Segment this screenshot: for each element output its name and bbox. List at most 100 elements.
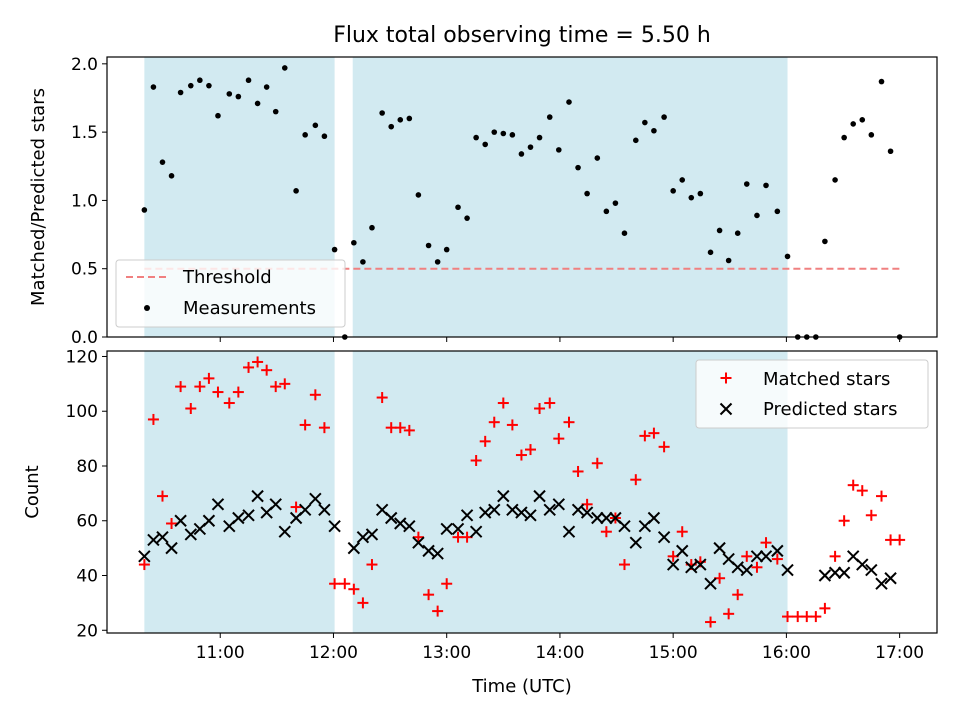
matched-star-marker bbox=[648, 427, 660, 439]
measurement-point bbox=[878, 78, 885, 85]
matched-star-marker bbox=[394, 422, 406, 434]
x-stroke-b bbox=[580, 506, 594, 519]
legend-measurements-dot bbox=[144, 305, 150, 311]
matched-star-marker bbox=[515, 449, 527, 461]
x-stroke-b bbox=[375, 503, 389, 517]
legend-matched-plus bbox=[720, 372, 732, 384]
matched-star-marker bbox=[856, 485, 868, 497]
x-stroke-b bbox=[666, 558, 680, 571]
x-stroke-b bbox=[298, 503, 312, 517]
bottom-y-tick-label: 100 bbox=[66, 402, 98, 422]
x-stroke-b bbox=[232, 511, 245, 525]
matched-star-markers bbox=[138, 356, 906, 628]
matched-star-marker bbox=[760, 537, 772, 549]
predicted-star-marker bbox=[781, 563, 794, 577]
x-stroke-b bbox=[318, 503, 331, 517]
x-tick-label: 11:00 bbox=[196, 643, 245, 663]
x-axis-label: Time (UTC) bbox=[471, 676, 572, 697]
bottom-legend-box bbox=[695, 359, 929, 429]
matched-star-marker bbox=[534, 402, 546, 414]
matched-star-marker bbox=[366, 559, 378, 571]
predicted-star-marker bbox=[685, 561, 698, 574]
matched-star-marker bbox=[819, 602, 831, 614]
matched-star-marker bbox=[441, 578, 453, 590]
measurement-point bbox=[281, 65, 288, 71]
measurement-point bbox=[245, 77, 252, 84]
legend-predicted-label: Predicted stars bbox=[763, 399, 897, 420]
measurement-point bbox=[575, 164, 581, 171]
matched-star-marker bbox=[488, 416, 500, 428]
legend-measurements-label: Measurements bbox=[183, 298, 316, 319]
measurement-point bbox=[725, 257, 732, 264]
x-stroke-b bbox=[600, 511, 613, 525]
measurement-point bbox=[841, 134, 847, 141]
predicted-star-marker bbox=[552, 498, 566, 511]
x-stroke-b bbox=[713, 541, 726, 555]
predicted-star-marker bbox=[138, 550, 151, 563]
x-stroke-b bbox=[356, 530, 370, 544]
x-stroke-b bbox=[385, 511, 398, 525]
matched-star-marker bbox=[423, 589, 435, 601]
measurement-point bbox=[141, 207, 148, 213]
measurement-point bbox=[312, 122, 319, 129]
predicted-star-marker bbox=[478, 506, 492, 519]
matched-star-marker bbox=[203, 372, 215, 384]
matched-star-marker bbox=[810, 611, 822, 623]
x-stroke-b bbox=[571, 503, 585, 517]
measurement-point bbox=[661, 114, 667, 120]
matched-star-marker bbox=[563, 416, 575, 428]
x-stroke-b bbox=[647, 511, 661, 525]
legend-matched-label: Matched stars bbox=[763, 369, 890, 390]
measurement-point bbox=[632, 137, 639, 144]
predicted-star-marker bbox=[488, 503, 501, 517]
x-stroke-b bbox=[440, 522, 453, 536]
x-stroke-b bbox=[629, 536, 643, 549]
predicted-star-marker bbox=[251, 489, 264, 503]
x-tick-label: 15:00 bbox=[649, 643, 698, 663]
predicted-star-marker bbox=[232, 511, 245, 525]
matched-star-marker bbox=[524, 444, 536, 456]
predicted-star-marker bbox=[694, 558, 707, 571]
matched-star-marker bbox=[357, 597, 369, 609]
predicted-star-marker bbox=[731, 561, 744, 574]
matched-star-marker bbox=[639, 430, 651, 442]
predicted-star-marker bbox=[460, 509, 474, 522]
measurement-point bbox=[763, 182, 769, 189]
predicted-star-marker bbox=[704, 577, 717, 590]
x-stroke-b bbox=[837, 566, 851, 579]
measurement-point bbox=[351, 239, 357, 246]
predicted-star-marker bbox=[837, 566, 851, 579]
measurement-point bbox=[584, 190, 590, 197]
x-stroke-b bbox=[657, 530, 671, 544]
x-stroke-b bbox=[533, 489, 546, 503]
x-stroke-b bbox=[138, 550, 151, 563]
x-stroke-b bbox=[309, 492, 322, 506]
x-stroke-b bbox=[685, 561, 698, 574]
x-stroke-b bbox=[242, 509, 255, 522]
predicted-star-marker bbox=[875, 577, 888, 590]
matched-star-marker bbox=[705, 616, 717, 628]
predicted-star-marker bbox=[856, 558, 869, 571]
x-stroke-b bbox=[403, 520, 416, 533]
x-stroke-b bbox=[365, 528, 379, 541]
predicted-star-marker bbox=[884, 572, 897, 585]
bottom-axis-ticks: 20 40 60 80 100 120 11:00 12:00 13:00 14:00 15:00 1… bbox=[66, 347, 925, 663]
matched-star-marker bbox=[723, 608, 735, 620]
measurement-point bbox=[734, 230, 741, 236]
matched-star-marker bbox=[771, 553, 783, 565]
matched-star-marker bbox=[751, 561, 763, 573]
predicted-star-marker bbox=[318, 503, 331, 517]
predicted-star-marker bbox=[278, 525, 291, 538]
x-tick-label: 17:00 bbox=[875, 643, 924, 663]
x-stroke-b bbox=[704, 577, 717, 590]
measurement-point bbox=[679, 177, 686, 183]
measurement-point bbox=[594, 155, 601, 161]
measurement-point bbox=[832, 177, 838, 183]
predicted-star-marker bbox=[533, 489, 546, 503]
predicted-star-marker bbox=[543, 503, 556, 517]
predicted-star-marker bbox=[403, 520, 416, 533]
matched-star-marker bbox=[658, 441, 670, 453]
matched-star-marker bbox=[175, 381, 187, 393]
matched-star-marker bbox=[470, 455, 482, 467]
measurement-point bbox=[388, 123, 395, 130]
